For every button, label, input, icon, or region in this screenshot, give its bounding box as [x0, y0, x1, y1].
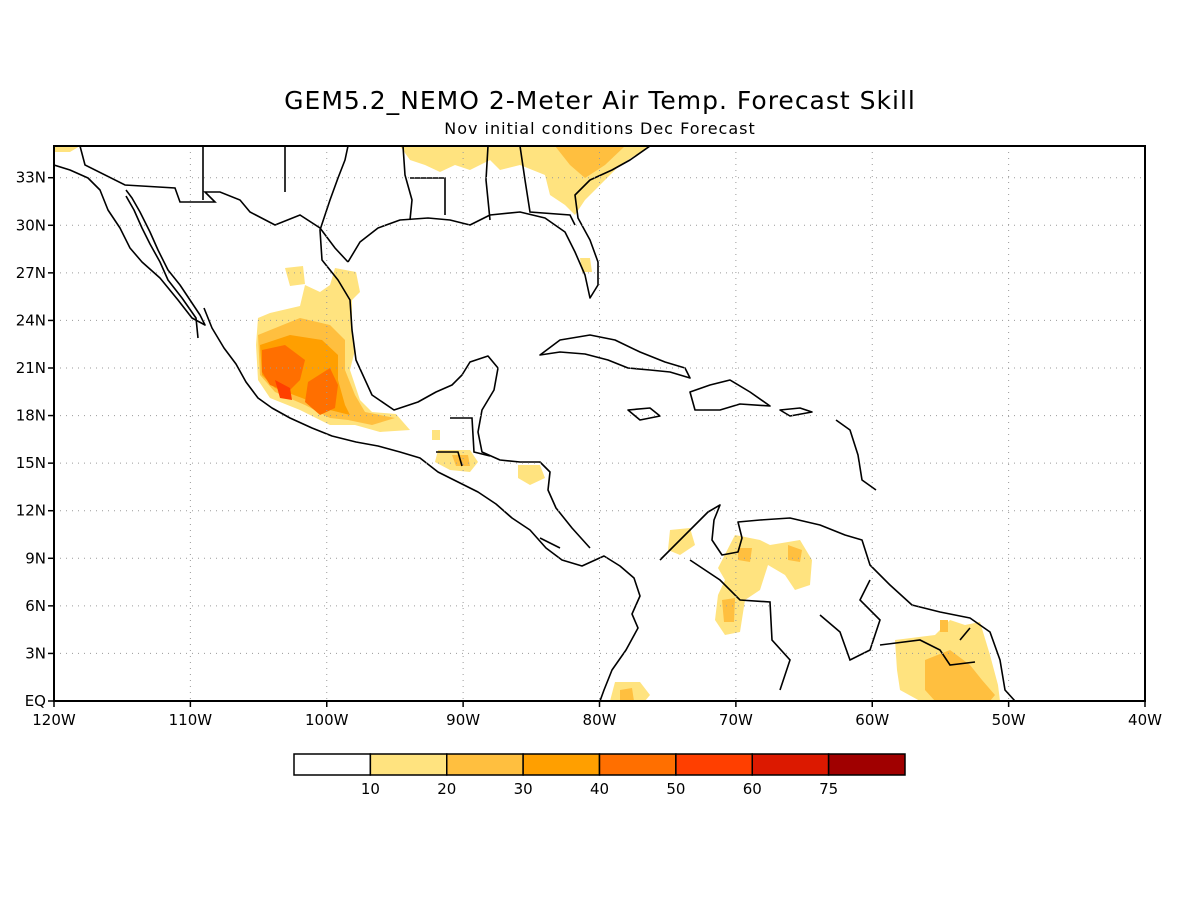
lat-tick-label: 6N — [25, 597, 46, 615]
legend-swatch — [598, 753, 677, 776]
lon-tick-label: 90W — [446, 711, 480, 729]
color-legend: 10 20 30 40 50 60 75 — [293, 753, 906, 798]
chart-title: GEM5.2_NEMO 2-Meter Air Temp. Forecast S… — [284, 86, 916, 115]
legend-swatch — [369, 753, 448, 776]
legend-label: 50 — [666, 780, 685, 798]
lat-tick-label: 33N — [16, 169, 46, 187]
lat-tick-label: 21N — [16, 359, 46, 377]
legend-swatch — [446, 753, 524, 776]
map-frame — [53, 145, 1146, 702]
grid-lines — [54, 146, 1145, 701]
legend-swatch — [751, 753, 830, 776]
skill-shading — [54, 146, 1000, 701]
legend-label: 40 — [590, 780, 609, 798]
lat-tick-label: 3N — [25, 644, 46, 662]
legend-label: 30 — [514, 780, 533, 798]
lat-tick-label: 12N — [16, 502, 46, 520]
lat-tick-label: 15N — [16, 454, 46, 472]
lon-tick-label: 70W — [719, 711, 753, 729]
lat-tick-label: 30N — [16, 216, 46, 234]
chart-subtitle: Nov initial conditions Dec Forecast — [444, 119, 756, 138]
lat-tick-label: EQ — [25, 692, 46, 710]
lat-tick-label: 24N — [16, 311, 46, 329]
legend-swatch — [827, 753, 906, 776]
political-borders — [79, 146, 976, 691]
legend-label: 10 — [361, 780, 380, 798]
legend-label: 20 — [437, 780, 456, 798]
coastlines — [54, 146, 1016, 701]
lat-tick-label: 9N — [25, 549, 46, 567]
lon-tick-label: 110W — [169, 711, 213, 729]
legend-label: 60 — [743, 780, 762, 798]
lon-tick-label: 50W — [992, 711, 1026, 729]
legend-swatch — [675, 753, 753, 776]
legend-swatch — [293, 753, 372, 776]
lon-tick-label: 120W — [32, 711, 76, 729]
lon-tick-label: 40W — [1128, 711, 1162, 729]
legend-swatch — [522, 753, 601, 776]
axis-ticks: 120W 110W 100W 90W 80W 70W 60W 50W 40W EQ 3N 6N 9N 12… — [16, 169, 1162, 729]
lon-tick-label: 100W — [305, 711, 349, 729]
lat-tick-label: 18N — [16, 407, 46, 425]
legend-label: 75 — [819, 780, 838, 798]
lon-tick-label: 80W — [583, 711, 617, 729]
lon-tick-label: 60W — [855, 711, 889, 729]
lat-tick-label: 27N — [16, 264, 46, 282]
